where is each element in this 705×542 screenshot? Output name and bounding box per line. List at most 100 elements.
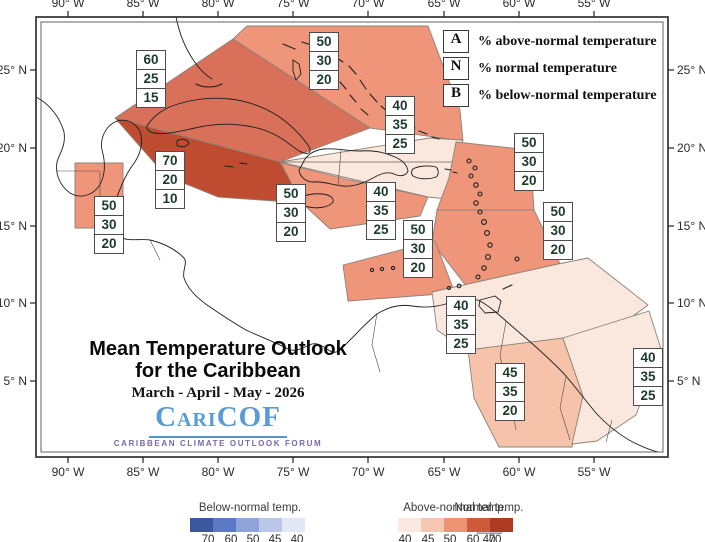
caricof-logo: CARICOF (149, 403, 287, 438)
legend-row-normal: N % normal temperature (443, 57, 617, 80)
lat-tick-label: 25° N (677, 63, 705, 77)
lon-tick-label: 60° W (503, 0, 536, 10)
probability-value: 40 (446, 296, 476, 316)
lon-tick-label: 70° W (352, 465, 385, 479)
probability-value: 15 (136, 87, 166, 108)
probability-value: 30 (543, 220, 573, 241)
probability-value: 60 (136, 50, 166, 70)
colorbar-tick-label: 60 (224, 534, 238, 542)
colorbar-title-normal: Normal temp. (454, 502, 524, 514)
probability-value: 50 (543, 202, 573, 222)
colorbar-tick-label: 40 (482, 534, 496, 542)
map-title-line1: Mean Temperature Outlook (89, 338, 347, 360)
probability-value: 20 (403, 257, 433, 278)
probability-value: 30 (94, 214, 124, 235)
probability-value: 25 (446, 333, 476, 354)
colorbar-tick-label: 50 (443, 534, 457, 542)
probability-label-antilles-north: 50 30 20 (514, 133, 544, 191)
colorbar-swatch (190, 518, 213, 532)
lon-tick-label: 85° W (127, 0, 160, 10)
probability-value: 25 (136, 68, 166, 89)
probability-value: 35 (385, 114, 415, 135)
colorbar-swatch (421, 518, 444, 532)
colorbar-swatch (282, 518, 305, 532)
probability-value: 30 (309, 50, 339, 71)
colorbar-swatch (444, 518, 467, 532)
probability-value: 40 (385, 96, 415, 116)
probability-label-guyana: 45 35 20 (495, 363, 525, 421)
lon-tick-label: 65° W (428, 0, 461, 10)
legend-label-above: % above-normal temperature (478, 33, 657, 49)
map-frame (35, 16, 669, 458)
probability-value: 20 (155, 169, 185, 190)
colorbar-tick-label: 70 (201, 534, 215, 542)
lat-tick-label: 25° N (0, 63, 27, 77)
probability-value: 35 (446, 314, 476, 335)
axis-ticks: 90° W 90° W 85° W 85° W 80° W 80° W 75° W 75° W… (0, 0, 705, 479)
colorbar-swatch (213, 518, 236, 532)
legend-key-N: N (443, 57, 469, 80)
lon-tick-label: 75° W (277, 0, 310, 10)
colorbar-tick-label: 50 (246, 534, 260, 542)
probability-value: 50 (94, 196, 124, 216)
probability-value: 50 (276, 184, 306, 204)
caricof-logo-tagline: CARIBBEAN CLIMATE OUTLOOK FORUM (113, 439, 323, 448)
probability-value: 50 (309, 32, 339, 52)
legend-label-normal: % normal temperature (478, 60, 617, 76)
probability-value: 35 (633, 366, 663, 387)
probability-value: 20 (309, 69, 339, 90)
lon-tick-label: 60° W (503, 465, 536, 479)
zone-suriname-french-guiana (562, 310, 662, 445)
lon-tick-label: 55° W (578, 0, 611, 10)
probability-value: 40 (366, 182, 396, 202)
lon-tick-label: 80° W (202, 0, 235, 10)
forecast-period: March - April - May - 2026 (131, 385, 305, 401)
probability-value: 20 (495, 400, 525, 421)
probability-value: 50 (514, 133, 544, 153)
lat-tick-label: 5° N (677, 374, 700, 388)
probability-value: 20 (94, 233, 124, 254)
lon-tick-label: 85° W (127, 465, 160, 479)
probability-value: 25 (633, 385, 663, 406)
probability-value: 20 (514, 170, 544, 191)
lat-tick-label: 10° N (0, 296, 27, 310)
lon-tick-label: 70° W (352, 0, 385, 10)
legend-row-below: B % below-normal temperature (443, 84, 657, 107)
zone-guyana (467, 337, 584, 448)
probability-value: 45 (495, 363, 525, 383)
probability-label-belize: 50 30 20 (94, 196, 124, 254)
probability-value: 35 (495, 381, 525, 402)
colorbar-title-below: Below-normal temp. (198, 502, 302, 514)
probability-value: 50 (403, 220, 433, 240)
colorbar-swatch (259, 518, 282, 532)
probability-value: 30 (514, 151, 544, 172)
colorbar-swatch (467, 518, 490, 532)
probability-value: 30 (276, 202, 306, 223)
probability-value: 25 (366, 219, 396, 240)
lon-tick-label: 55° W (578, 465, 611, 479)
probability-value: 25 (385, 133, 415, 154)
lat-tick-label: 5° N (4, 374, 27, 388)
colorbar-tick-label: 60 (466, 534, 480, 542)
probability-value: 10 (155, 188, 185, 209)
probability-value: 40 (633, 348, 663, 368)
lon-tick-label: 80° W (202, 465, 235, 479)
lon-tick-label: 90° W (52, 0, 85, 10)
colorbar-below (190, 518, 305, 532)
probability-label-antilles-south: 50 30 20 (543, 202, 573, 260)
lat-tick-label: 15° N (677, 219, 705, 233)
probability-value: 30 (403, 238, 433, 259)
lon-tick-label: 65° W (428, 465, 461, 479)
colorbar-swatch (490, 518, 513, 532)
legend-label-below: % below-normal temperature (478, 87, 657, 103)
colorbar-tick-label: 45 (268, 534, 282, 542)
probability-label-cuba: 60 25 15 (136, 50, 166, 108)
map-title-line2: for the Caribbean (135, 360, 301, 382)
colorbar-tick-label: 45 (421, 534, 435, 542)
probability-label-jamaica: 50 30 20 (276, 184, 306, 242)
colorbar-title-above: Above-normal temp. (403, 502, 507, 514)
lat-tick-label: 15° N (0, 219, 27, 233)
probability-label-western-caribbean: 70 20 10 (155, 151, 185, 209)
